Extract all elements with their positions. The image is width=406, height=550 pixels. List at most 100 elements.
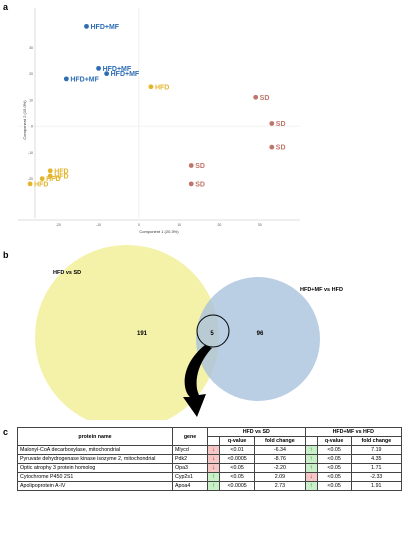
data-label-hfd: HFD bbox=[46, 176, 60, 183]
x-tick-label: 30 bbox=[258, 223, 262, 227]
header-qvalue-2: q-value bbox=[316, 436, 352, 446]
y-tick-label: 10 bbox=[29, 98, 33, 102]
x-tick-label: 0 bbox=[138, 223, 140, 227]
panel-a-letter: a bbox=[3, 2, 9, 12]
data-point-hfd-mf bbox=[96, 65, 101, 71]
header-dir2 bbox=[304, 436, 318, 446]
data-label-sd: SD bbox=[195, 163, 205, 170]
x-tick-label: 10 bbox=[177, 223, 181, 227]
overlap-highlight-circle bbox=[196, 314, 230, 348]
protein-name-cell: Optic atrophy 3 protein homolog bbox=[17, 463, 173, 473]
data-point-sd bbox=[253, 94, 259, 100]
venn-right-label: HFD+MF vs HFD bbox=[300, 287, 343, 293]
gene-cell: Cyp2s1 bbox=[172, 472, 208, 482]
panel-c-table: c protein name gene HFD vs SD HFD+MF vs … bbox=[0, 420, 406, 550]
table-body: Malonyl-CoA decarboxylase, mitochondrial… bbox=[17, 445, 403, 491]
fold-change-2-cell: 7.19 bbox=[350, 445, 403, 455]
down-arrow-icon: ↓ bbox=[304, 472, 318, 482]
qvalue-2-cell: <0.05 bbox=[316, 481, 352, 491]
table-header-row-1: protein name gene HFD vs SD HFD+MF vs HF… bbox=[17, 427, 403, 446]
pca-scatter-plot: -20 -10 0 10 20 30 -20 -10 0 10 20 30 Component 1 (2… bbox=[18, 8, 300, 234]
qvalue-1-cell: <0.0005 bbox=[218, 454, 256, 464]
fold-change-1-cell: -2.20 bbox=[254, 463, 306, 473]
venn-left-label: HFD vs SD bbox=[53, 270, 81, 276]
data-label-hfd-mf: HFD+MF bbox=[70, 76, 99, 83]
data-label-hfd: HFD bbox=[54, 168, 68, 175]
data-point-sd bbox=[188, 181, 194, 187]
y-tick-label: -20 bbox=[28, 177, 33, 181]
down-arrow-icon: ↓ bbox=[207, 445, 220, 455]
venn-diagram: HFD vs SD HFD+MF vs HFD 191 5 96 bbox=[35, 245, 343, 429]
header-fold-2: fold change bbox=[350, 436, 403, 446]
data-point-hfd bbox=[39, 176, 45, 182]
data-point-hfd-mf bbox=[63, 76, 69, 82]
data-point-sd bbox=[269, 121, 275, 126]
venn-overlap-count: 5 bbox=[210, 331, 214, 337]
panel-b-letter: b bbox=[3, 250, 9, 260]
data-point-hfd bbox=[27, 181, 33, 187]
x-axis-label: Component 1 (20.3%) bbox=[139, 229, 179, 234]
fold-change-2-cell: -2.33 bbox=[350, 472, 403, 482]
fold-change-1-cell: 2.73 bbox=[254, 481, 306, 491]
x-tick-label: -20 bbox=[56, 223, 61, 227]
header-fold-1: fold change bbox=[254, 436, 306, 446]
curved-arrow-icon bbox=[183, 345, 212, 417]
venn-right-circle bbox=[196, 277, 320, 401]
table-row: Malonyl-CoA decarboxylase, mitochondrial… bbox=[17, 445, 403, 455]
up-arrow-icon: ↑ bbox=[207, 472, 220, 482]
protein-name-cell: Pyruvate dehydrogenase kinase isozyme 2,… bbox=[17, 454, 173, 464]
down-arrow-icon: ↓ bbox=[207, 463, 220, 473]
y-tick-label: 30 bbox=[29, 46, 33, 50]
up-arrow-icon: ↑ bbox=[304, 463, 318, 473]
qvalue-1-cell: <0.0005 bbox=[218, 481, 256, 491]
up-arrow-icon: ↑ bbox=[304, 481, 318, 491]
table-row: Apolipoprotein A-IV Apoa4 ↑ <0.0005 2.73 ↑ <0.… bbox=[17, 481, 403, 491]
data-point-hfd-mf bbox=[104, 71, 110, 77]
table-row: Pyruvate dehydrogenase kinase isozyme 2,… bbox=[17, 454, 403, 464]
header-group2: HFD+MF vs HFD bbox=[304, 427, 403, 437]
qvalue-2-cell: <0.05 bbox=[316, 454, 352, 464]
data-point-sd bbox=[188, 163, 194, 168]
fold-change-1-cell: -8.76 bbox=[254, 454, 306, 464]
header-gene: gene bbox=[172, 427, 208, 446]
gene-cell: Opa3 bbox=[172, 463, 208, 473]
y-tick-label: -10 bbox=[28, 151, 33, 155]
protein-name-cell: Apolipoprotein A-IV bbox=[17, 481, 173, 491]
data-label-hfd: HFD bbox=[34, 181, 48, 188]
data-label-hfd-mf: HFD+MF bbox=[103, 66, 132, 73]
qvalue-1-cell: <0.01 bbox=[218, 445, 256, 455]
up-arrow-icon: ↑ bbox=[304, 454, 318, 464]
gene-cell: Apoa4 bbox=[172, 481, 208, 491]
data-label-sd: SD bbox=[276, 121, 286, 128]
data-label-hfd-mf: HFD+MF bbox=[90, 24, 119, 31]
qvalue-2-cell: <0.05 bbox=[316, 445, 352, 455]
fold-change-2-cell: 1.71 bbox=[350, 463, 403, 473]
data-point-hfd-mf bbox=[84, 23, 89, 29]
data-point-hfd bbox=[148, 84, 154, 90]
protein-name-cell: Cytochrome P450 2S1 bbox=[17, 472, 173, 482]
table-row: Cytochrome P450 2S1 Cyp2s1 ↑ <0.05 2.09 ↓ <0.0… bbox=[17, 472, 403, 482]
y-tick-label: 0 bbox=[31, 125, 33, 129]
qvalue-1-cell: <0.05 bbox=[218, 463, 256, 473]
header-dir1 bbox=[207, 436, 220, 446]
qvalue-2-cell: <0.05 bbox=[316, 472, 352, 482]
data-label-sd: SD bbox=[195, 181, 205, 188]
data-label-sd: SD bbox=[276, 145, 286, 152]
qvalue-2-cell: <0.05 bbox=[316, 463, 352, 473]
venn-left-count: 191 bbox=[137, 331, 148, 337]
panel-b-venn: b HFD vs SD HFD+MF vs HFD 191 5 96 bbox=[0, 245, 406, 429]
panel-a-pca: a -20 -10 0 10 20 30 -20 -10 0 10 20 30 Component 1 … bbox=[0, 0, 406, 240]
data-point-hfd bbox=[47, 168, 53, 174]
pca-axes: -20 -10 0 10 20 30 -20 -10 0 10 20 30 Component 1 (2… bbox=[18, 8, 300, 234]
fold-change-2-cell: 4.35 bbox=[350, 454, 403, 464]
y-axis-label: Component 2 (15.0%) bbox=[22, 100, 27, 140]
down-arrow-icon: ↓ bbox=[207, 454, 220, 464]
x-tick-label: -10 bbox=[96, 223, 101, 227]
protein-name-cell: Malonyl-CoA decarboxylase, mitochondrial bbox=[17, 445, 173, 455]
data-label-hfd: HFD bbox=[54, 174, 68, 181]
qvalue-1-cell: <0.05 bbox=[218, 472, 256, 482]
data-label-hfd: HFD bbox=[155, 84, 169, 91]
panel-c-letter: c bbox=[3, 427, 9, 437]
header-qvalue-1: q-value bbox=[218, 436, 256, 446]
gene-cell: Pdk2 bbox=[172, 454, 208, 464]
